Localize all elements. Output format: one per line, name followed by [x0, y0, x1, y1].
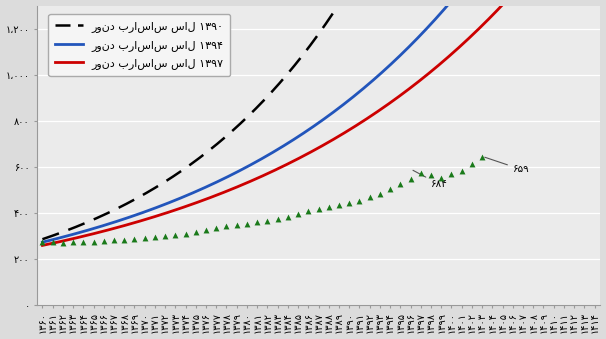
Point — [201, 228, 211, 233]
Point — [38, 239, 47, 244]
Point — [457, 168, 467, 174]
Point — [416, 171, 425, 176]
Point — [262, 218, 272, 223]
Text: ۶۵۹: ۶۵۹ — [485, 157, 530, 175]
Text: ۶۸۴: ۶۸۴ — [413, 170, 448, 190]
Point — [130, 236, 139, 241]
Point — [355, 198, 364, 203]
Legend: روند براساس سال ۱۳۹۰, روند براساس سال ۱۳۹۴, روند براساس سال ۱۳۹۷: روند براساس سال ۱۳۹۰, روند براساس سال ۱۳… — [48, 14, 230, 76]
Point — [170, 232, 180, 238]
Point — [109, 238, 119, 243]
Point — [304, 208, 313, 214]
Point — [478, 154, 487, 160]
Point — [293, 211, 303, 217]
Point — [324, 205, 333, 210]
Point — [232, 222, 242, 227]
Point — [252, 220, 262, 225]
Point — [119, 237, 129, 243]
Point — [181, 231, 190, 237]
Point — [344, 200, 354, 205]
Point — [447, 172, 456, 177]
Point — [436, 175, 446, 180]
Point — [191, 230, 201, 235]
Point — [242, 221, 251, 226]
Point — [426, 173, 436, 178]
Point — [314, 206, 324, 211]
Point — [334, 202, 344, 208]
Point — [405, 176, 415, 181]
Point — [385, 186, 395, 192]
Point — [161, 233, 170, 239]
Point — [273, 216, 282, 222]
Point — [467, 161, 477, 167]
Point — [140, 235, 150, 240]
Point — [211, 225, 221, 231]
Point — [68, 239, 78, 245]
Point — [365, 194, 375, 200]
Point — [99, 239, 108, 244]
Point — [222, 224, 231, 229]
Point — [88, 239, 98, 244]
Point — [58, 240, 68, 245]
Point — [283, 214, 293, 219]
Point — [396, 182, 405, 187]
Point — [48, 239, 58, 245]
Point — [375, 191, 385, 196]
Point — [150, 234, 160, 240]
Point — [79, 240, 88, 245]
